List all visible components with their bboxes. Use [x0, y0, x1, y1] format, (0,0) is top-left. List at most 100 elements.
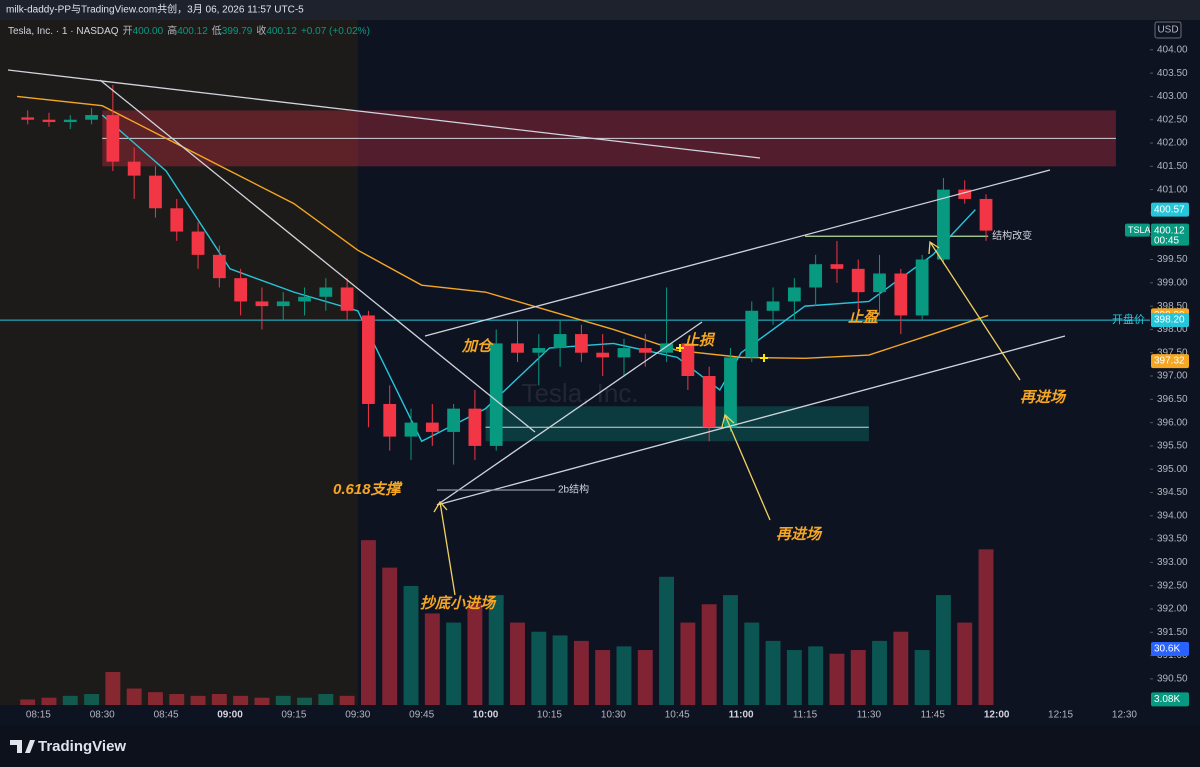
volume-bar	[637, 650, 653, 705]
price-tag-label: 3.08K	[1154, 694, 1180, 705]
y-tick-label: 404.00	[1157, 44, 1188, 55]
candle-body	[106, 115, 120, 162]
annotation: 0.618支撑	[333, 481, 404, 498]
price-tag	[1151, 223, 1189, 246]
candle-body	[319, 287, 333, 297]
candle-body	[170, 208, 184, 232]
price-tag	[1151, 692, 1189, 707]
symbol-label: TSLA	[1128, 225, 1151, 235]
candle-body	[127, 161, 141, 176]
candle-body	[404, 422, 418, 437]
candle-body	[809, 264, 823, 288]
candle-body	[255, 301, 269, 307]
candle-body	[212, 254, 226, 279]
y-tick-label: 402.50	[1157, 114, 1188, 125]
candle-body	[787, 287, 801, 302]
y-tick-label: 403.50	[1157, 68, 1188, 79]
volume-bar	[41, 697, 57, 705]
candle-body	[511, 343, 524, 353]
volume-bar	[765, 640, 781, 705]
y-tick-label: 401.50	[1157, 161, 1188, 172]
brand: TradingView	[38, 738, 126, 755]
currency-box	[1154, 21, 1182, 39]
candle-body	[873, 273, 886, 293]
volume-bar	[275, 695, 291, 705]
candle-body	[42, 119, 56, 123]
volume-bar	[786, 650, 802, 705]
x-tick-label: 08:30	[90, 710, 115, 721]
y-tick-label: 395.50	[1157, 441, 1188, 452]
legend-value: 400.00	[133, 26, 164, 37]
x-tick-label: 11:00	[729, 710, 754, 721]
y-tick-label: 401.00	[1157, 184, 1188, 195]
x-tick-label: 11:15	[793, 710, 818, 721]
x-tick-label: 11:45	[921, 710, 946, 721]
volume-bar	[382, 567, 398, 705]
candle-body	[596, 352, 610, 358]
annotation: 再进场	[776, 526, 823, 543]
volume-bar	[126, 688, 142, 705]
volume-bar	[424, 613, 440, 705]
candle-body	[617, 348, 631, 358]
volume-bar	[957, 622, 973, 705]
volume-bar	[659, 576, 675, 705]
candle-body	[383, 403, 397, 437]
candle-body	[915, 259, 929, 316]
annotation: 抄底小进场	[420, 595, 497, 612]
candle-body	[958, 189, 972, 199]
structure-label: 结构改变	[992, 229, 1032, 242]
x-tick-label: 10:00	[473, 710, 499, 721]
volume-bar	[829, 653, 845, 705]
candle-body	[340, 287, 354, 311]
y-tick-label: 402.00	[1157, 138, 1188, 149]
x-tick-label: 08:45	[154, 710, 179, 721]
volume-bar	[62, 695, 78, 705]
volume-bar	[467, 604, 483, 705]
candle-body	[149, 175, 162, 209]
annotation: 2b结构	[558, 483, 589, 496]
candle-body	[63, 119, 77, 123]
candle-body	[745, 310, 759, 358]
x-tick-label: 12:15	[1048, 710, 1073, 721]
y-tick-label: 390.50	[1157, 674, 1188, 685]
volume-bar	[211, 694, 227, 705]
volume-bar	[808, 646, 824, 705]
channel-top	[424, 169, 1051, 337]
y-tick-label: 395.00	[1157, 464, 1188, 475]
volume-bar	[20, 699, 36, 705]
y-tick-label: 399.50	[1157, 254, 1188, 265]
candle-body	[979, 198, 993, 231]
volume-bar	[318, 694, 334, 705]
y-tick-label: 393.00	[1157, 557, 1188, 568]
x-tick-label: 10:30	[601, 710, 626, 721]
volume-bar	[914, 650, 930, 705]
price-tag	[1151, 313, 1189, 328]
price-tag-label: 30.6K	[1154, 644, 1180, 655]
arrow	[433, 500, 456, 596]
header-title: milk-daddy-PP与TradingView.com共创，3月 06, 2…	[6, 3, 304, 16]
candle-body	[575, 334, 588, 353]
arrow	[928, 240, 1021, 381]
markers	[676, 344, 768, 362]
y-tick-label: 391.50	[1157, 627, 1188, 638]
x-tick-label: 10:15	[537, 710, 562, 721]
y-tick-label: 392.00	[1157, 604, 1188, 615]
volume-bar	[169, 694, 185, 705]
top-bar	[0, 0, 1200, 20]
volume-bar	[744, 622, 760, 705]
y-tick-label: 392.50	[1157, 580, 1188, 591]
x-tick-label: 12:00	[984, 710, 1010, 721]
trendline	[436, 321, 703, 506]
volume-bar	[510, 622, 525, 705]
candle-body	[660, 343, 673, 353]
candle-body	[425, 422, 439, 432]
drawings	[7, 69, 1066, 596]
annotation: 再进场	[1020, 389, 1067, 406]
channel-bottom	[436, 335, 1066, 506]
candle-body	[85, 115, 98, 120]
annotation: 止盈	[848, 309, 880, 326]
y-tick-label: 393.50	[1157, 534, 1188, 545]
trendline	[99, 79, 536, 433]
legend-key: 低	[212, 24, 222, 37]
